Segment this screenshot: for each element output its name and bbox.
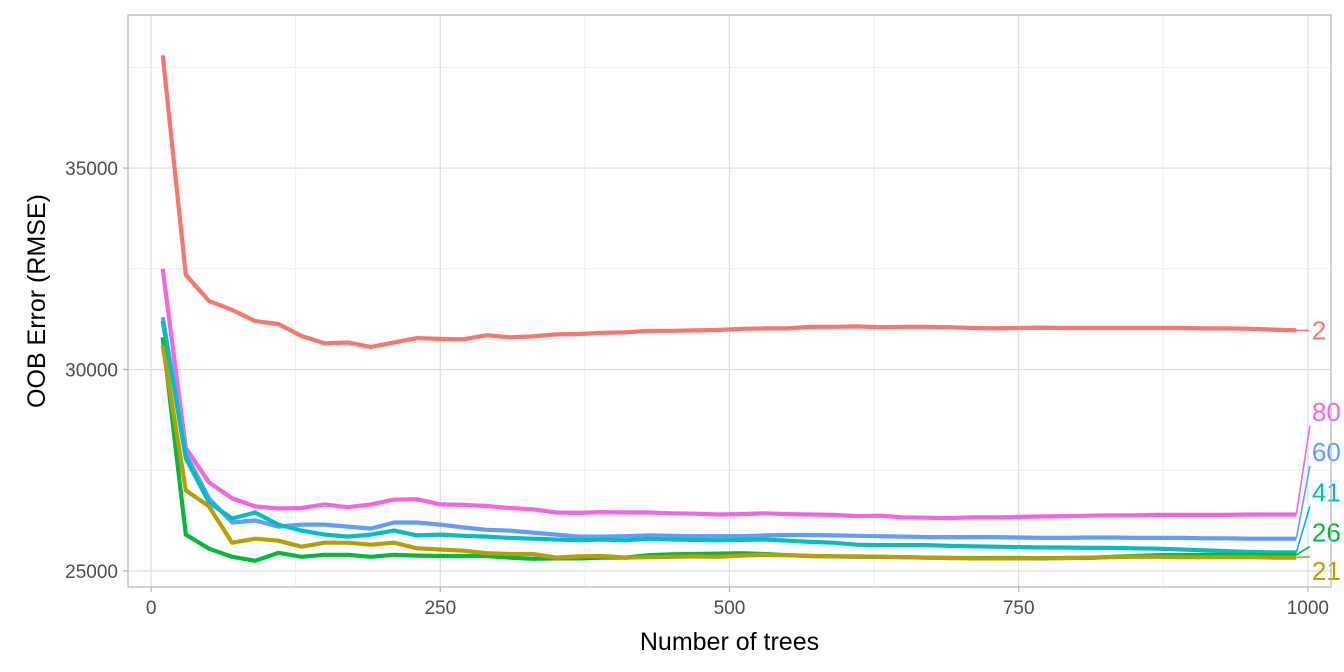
x-tick-label: 0 <box>146 598 157 619</box>
series-label-connector <box>1295 465 1311 539</box>
series-label-21: 21 <box>1312 556 1341 586</box>
series-label-connector <box>1295 506 1311 553</box>
major-gridlines <box>128 15 1331 587</box>
series-label-connector <box>1295 425 1311 515</box>
series-line-80 <box>160 268 1297 521</box>
series-line-21 <box>160 344 1297 561</box>
x-tick-label: 750 <box>1003 598 1035 619</box>
series-label-80: 80 <box>1312 397 1341 427</box>
series-label-41: 41 <box>1312 477 1341 507</box>
series-lines <box>160 55 1297 563</box>
x-axis-ticks: 0 250 500 750 1000 <box>146 587 1329 619</box>
series-label-connectors <box>1295 329 1311 559</box>
series-line-41 <box>160 320 1297 555</box>
y-tick-label: 25000 <box>65 562 118 583</box>
x-tick-label: 500 <box>714 598 746 619</box>
series-labels: 2 80 60 41 26 21 <box>1312 315 1341 585</box>
y-tick-label: 30000 <box>65 360 118 381</box>
x-axis-title: Number of trees <box>640 628 819 656</box>
series-line-60 <box>160 316 1297 541</box>
x-tick-label: 250 <box>424 598 456 619</box>
y-tick-label: 35000 <box>65 159 118 180</box>
series-line-2 <box>160 55 1297 349</box>
series-label-60: 60 <box>1312 437 1341 467</box>
series-label-26: 26 <box>1312 518 1341 548</box>
y-axis-ticks: 25000 30000 35000 <box>65 159 128 583</box>
x-tick-label: 1000 <box>1287 598 1329 619</box>
series-label-connector <box>1295 545 1311 556</box>
y-axis-title: OOB Error (RMSE) <box>23 194 51 408</box>
series-label-2: 2 <box>1312 315 1326 345</box>
series-label-connector <box>1296 556 1310 559</box>
